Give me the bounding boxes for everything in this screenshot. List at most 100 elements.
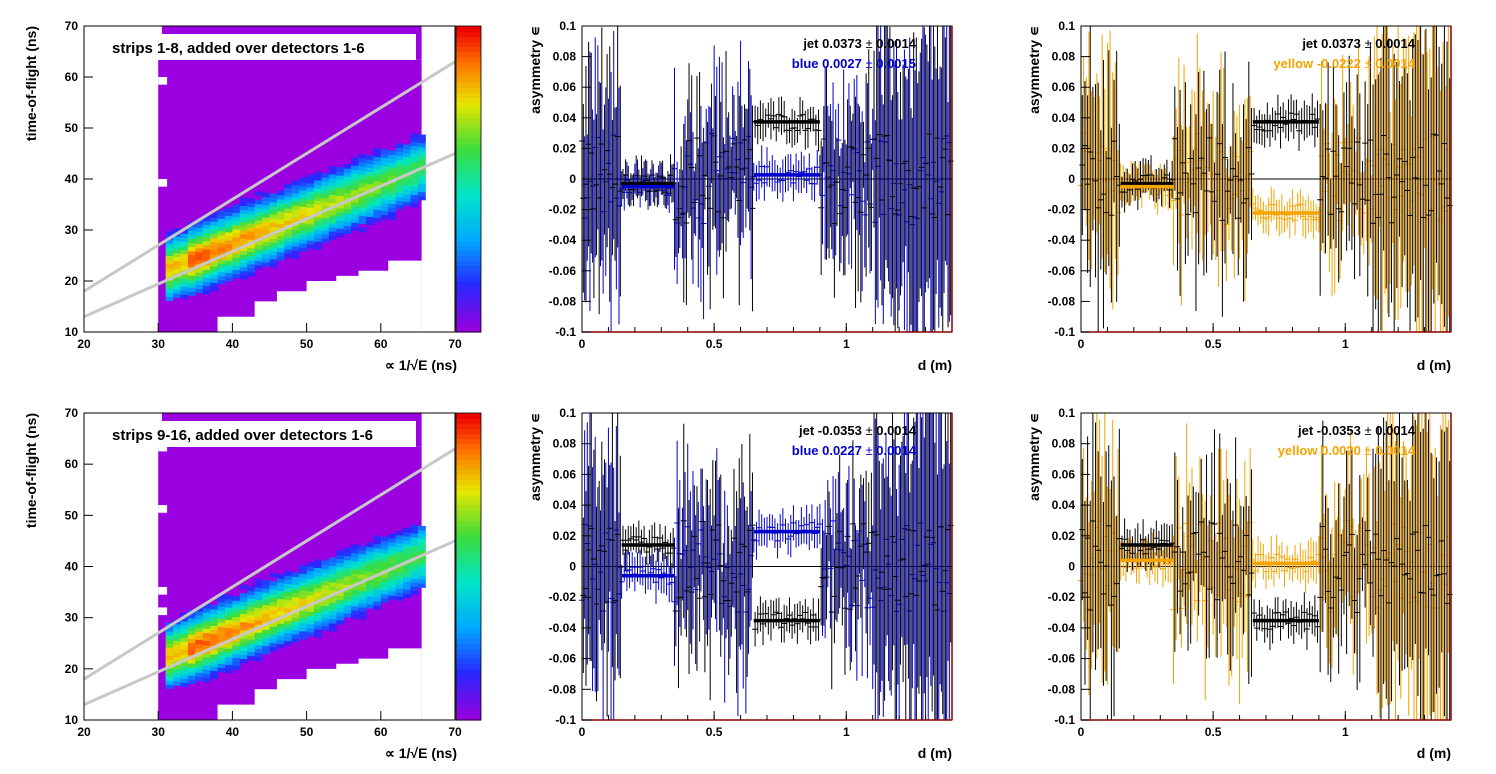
- heatmap-cell: [388, 550, 397, 555]
- heatmap-cell: [373, 148, 382, 153]
- y-tick-label: 60: [65, 457, 79, 471]
- heatmap-cell: [187, 262, 196, 268]
- heatmap-cell: [276, 598, 285, 604]
- heatmap-cell: [195, 619, 204, 624]
- heatmap-cell: [210, 629, 219, 635]
- heatmap-cell: [328, 223, 337, 228]
- y-tick-label: 0.08: [1052, 50, 1076, 64]
- heatmap-cell: [358, 586, 367, 592]
- heatmap-cell: [217, 271, 226, 277]
- heatmap-cell: [291, 254, 300, 259]
- heatmap-cell: [247, 198, 256, 204]
- heatmap-cell: [365, 599, 374, 605]
- heatmap-cell: [314, 571, 322, 577]
- heatmap-cell: [210, 617, 219, 622]
- colorbar-cell: [456, 250, 481, 257]
- heatmap-cell: [314, 563, 322, 569]
- heatmap-cell: [217, 275, 226, 281]
- heatmap-cell: [254, 603, 263, 609]
- heatmap-cell: [306, 199, 315, 204]
- colorbar-cell: [456, 494, 481, 501]
- heatmap-cell: [365, 550, 374, 556]
- heatmap-cell: [224, 652, 233, 657]
- x-tick-label: 0.5: [706, 725, 723, 739]
- heatmap-cell: [351, 206, 360, 211]
- heatmap-cell: [254, 211, 263, 217]
- heatmap-cell: [365, 604, 374, 609]
- heatmap-cell: [269, 214, 278, 219]
- heatmap-cell: [343, 208, 352, 214]
- heatmap-cell: [328, 198, 337, 204]
- y-tick-label: 70: [65, 406, 79, 420]
- colorbar-cell: [456, 148, 481, 155]
- colorbar-cell: [456, 214, 481, 221]
- heatmap-cell: [410, 569, 419, 575]
- heatmap-cell: [284, 191, 293, 197]
- heatmap-cell: [180, 670, 189, 675]
- heatmap-cell: [262, 212, 270, 218]
- heatmap-cell: [165, 292, 174, 297]
- asymmetry-panel: 0 0.5 1 -0.1 -0.08 -0.06 -0.04 -0.02 0 0.02 0.04 0.…: [527, 406, 954, 761]
- y-tick-label: 0: [569, 172, 576, 186]
- heatmap-cell: [343, 176, 352, 181]
- heatmap-cell: [351, 614, 360, 619]
- heatmap-cell: [388, 533, 397, 539]
- heatmap-cell: [269, 250, 278, 256]
- heatmap-cell: [276, 586, 285, 592]
- heatmap-cell: [232, 624, 241, 630]
- heatmap-cell: [262, 217, 270, 222]
- heatmap-cell: [195, 251, 204, 257]
- heatmap-cell: [210, 609, 219, 614]
- heatmap-cell: [321, 197, 330, 203]
- heatmap-cell: [262, 225, 270, 230]
- heatmap-cell: [210, 213, 219, 218]
- heatmap-cell: [247, 218, 256, 224]
- heatmap-cell: [269, 605, 278, 611]
- heatmap-cell: [165, 630, 174, 636]
- heatmap-cell: [299, 185, 308, 191]
- heatmap-cell: [210, 274, 219, 280]
- heatmap-cell: [417, 538, 426, 543]
- heatmap-cell: [210, 221, 219, 227]
- heatmap-cell: [328, 590, 337, 595]
- heatmap-cell: [417, 183, 426, 189]
- colorbar: [455, 25, 482, 333]
- y-tick-label: -0.1: [555, 713, 576, 727]
- heatmap-cell: [224, 219, 233, 225]
- heatmap-cell: [365, 587, 374, 593]
- heatmap-cell: [202, 265, 211, 270]
- heatmap-cell: [380, 194, 389, 199]
- heatmap-cell: [299, 206, 308, 211]
- heatmap-cell: [187, 234, 196, 239]
- heatmap-cell: [239, 197, 248, 202]
- heatmap-cell: [276, 190, 285, 196]
- colorbar-cell: [456, 26, 481, 32]
- heatmap-cell: [165, 639, 174, 644]
- heatmap-cell: [195, 284, 204, 290]
- heatmap-cell: [380, 557, 389, 562]
- colorbar-cell: [456, 499, 481, 506]
- colorbar-cell: [456, 71, 481, 78]
- heatmap-cell: [284, 240, 293, 246]
- heatmap-cell: [247, 606, 256, 612]
- colorbar-frame: [455, 412, 482, 721]
- y-tick-label: -0.08: [549, 294, 577, 308]
- heatmap-cell: [365, 571, 374, 576]
- colorbar-cell: [456, 255, 481, 262]
- colorbar-cell: [456, 474, 481, 481]
- heatmap-cell: [351, 560, 360, 566]
- heatmap-cell: [417, 171, 426, 176]
- heatmap-cell: [299, 177, 308, 183]
- heatmap-cell: [276, 643, 285, 649]
- heatmap-cell: [336, 211, 345, 217]
- heatmap-cell: [410, 157, 419, 163]
- heatmap-cell: [239, 654, 248, 660]
- heatmap-cell: [321, 217, 330, 223]
- heatmap-cell: [254, 591, 263, 596]
- heatmap-cell: [403, 536, 411, 541]
- heatmap-cell: [388, 203, 397, 209]
- heatmap-cell: [291, 217, 300, 223]
- heatmap-cell: [232, 616, 241, 622]
- y-tick-label: -0.04: [1048, 233, 1076, 247]
- y-tick-label: 10: [65, 713, 79, 727]
